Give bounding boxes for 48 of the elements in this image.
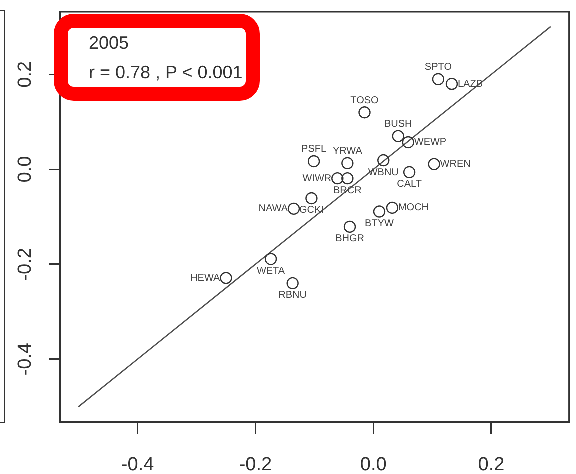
point <box>446 78 458 90</box>
annotation: MOCH <box>398 202 430 214</box>
annotation: BHGR <box>336 234 364 245</box>
x-tick-label: 0.2 <box>478 454 505 474</box>
y-tick-label: -0.4 <box>14 342 36 376</box>
annotation: HEWA <box>190 272 221 284</box>
point <box>402 136 414 149</box>
point <box>264 253 278 266</box>
annotation: NAWA <box>258 204 288 215</box>
annotation: WEWP <box>414 137 447 148</box>
annotation: CALT <box>397 179 422 190</box>
point <box>378 154 390 167</box>
x-tick-label: -0.4 <box>121 454 155 474</box>
annotation: 2005 <box>89 32 130 53</box>
annotation: WIWR <box>302 173 332 184</box>
point <box>306 192 318 205</box>
y-tick-label: -0.2 <box>14 248 36 281</box>
x-tick-label: 0.0 <box>360 454 387 474</box>
point <box>220 272 232 284</box>
annotation: r = 0.78 , P < 0.001 <box>89 62 243 82</box>
point <box>432 73 445 86</box>
point <box>342 172 354 185</box>
annotation: TOSO <box>350 95 380 106</box>
annotation: RBNU <box>278 290 308 302</box>
point <box>344 220 356 234</box>
annotation: YRWA <box>332 146 363 158</box>
annotation: PSFL <box>302 144 327 156</box>
point <box>403 166 416 178</box>
y-tick-label: 0.2 <box>14 61 36 88</box>
annotation: WREN <box>440 159 471 170</box>
annotation: WETA <box>256 266 286 277</box>
point <box>288 202 300 216</box>
y-tick-label: 0.0 <box>14 156 36 183</box>
annotation: BUSH <box>384 119 412 130</box>
annotation: WBNU <box>368 167 399 178</box>
point <box>342 157 354 170</box>
point <box>308 155 320 168</box>
annotation: SPTO <box>424 62 452 74</box>
point <box>358 106 371 119</box>
annotation: BTYW <box>365 218 394 230</box>
point <box>392 130 404 142</box>
point <box>386 202 399 214</box>
point <box>332 172 344 185</box>
point <box>373 206 386 218</box>
point <box>286 277 299 290</box>
x-tick-label: -0.2 <box>239 454 272 474</box>
annotation: GCKI <box>299 205 324 216</box>
point <box>428 158 440 170</box>
